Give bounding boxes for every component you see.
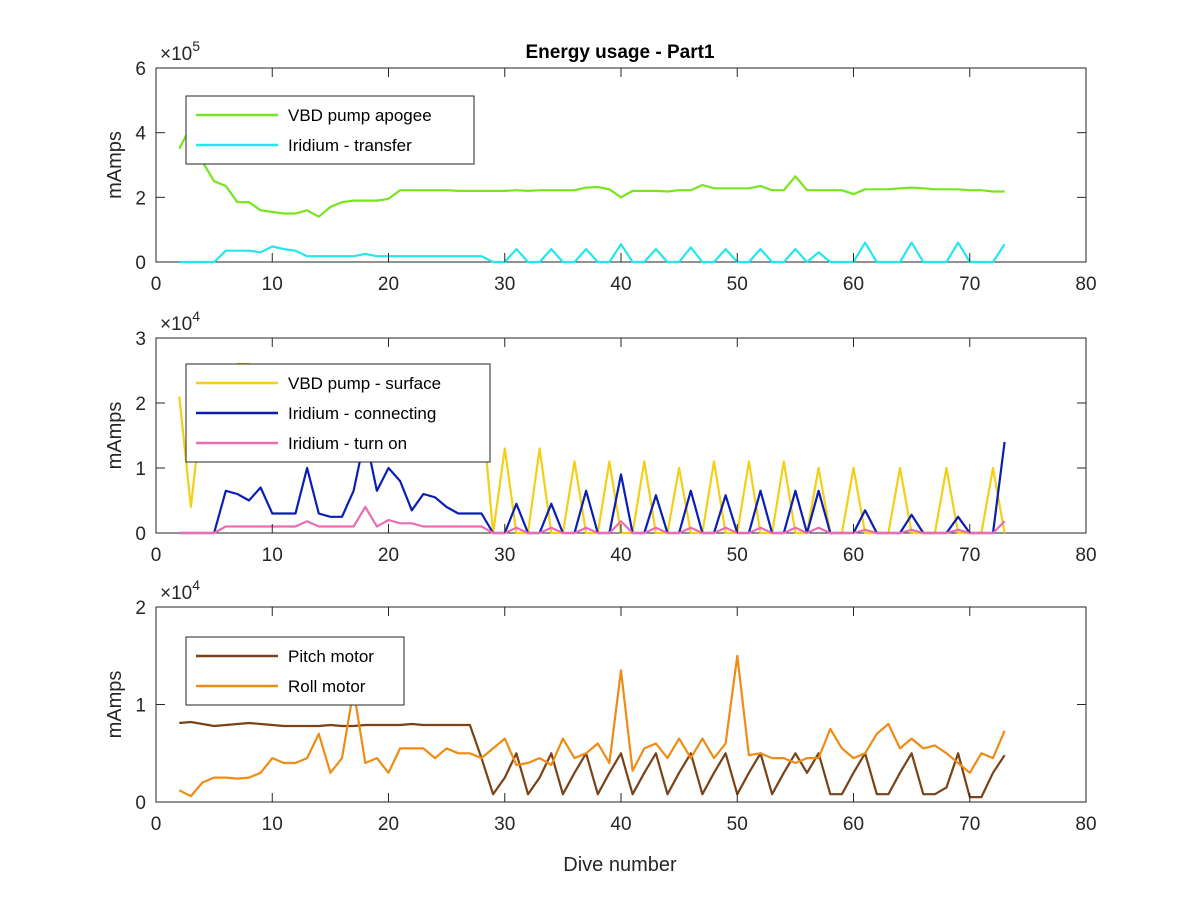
- y-tick-label: 4: [135, 124, 146, 145]
- x-tick-label: 70: [959, 274, 980, 295]
- x-tick-label: 50: [727, 274, 748, 295]
- x-tick-label: 70: [959, 814, 980, 835]
- y-tick-label: 1: [135, 459, 146, 480]
- x-tick-label: 0: [151, 274, 162, 295]
- y-axis-label: mAmps: [104, 131, 126, 199]
- y-tick-label: 0: [135, 524, 146, 545]
- x-tick-label: 0: [151, 814, 162, 835]
- x-tick-label: 80: [1075, 545, 1096, 566]
- y-tick-label: 2: [135, 394, 146, 415]
- x-tick-label: 0: [151, 545, 162, 566]
- y-axis-label: mAmps: [104, 402, 126, 470]
- x-tick-label: 20: [378, 274, 399, 295]
- x-tick-label: 60: [843, 814, 864, 835]
- x-tick-label: 40: [610, 814, 631, 835]
- x-tick-label: 10: [262, 274, 283, 295]
- series-line-2-3: [179, 505, 1006, 535]
- y-tick-label: 1: [135, 696, 146, 717]
- y-exponent-power: 4: [192, 308, 200, 324]
- series-line-3-1: [179, 720, 1006, 799]
- x-tick-label: 70: [959, 545, 980, 566]
- legend-label: Iridium - transfer: [288, 136, 412, 155]
- series-group: [178, 654, 1006, 799]
- y-tick-label: 2: [135, 188, 146, 209]
- x-tick-label: 10: [262, 814, 283, 835]
- y-tick-label: 6: [135, 59, 146, 80]
- y-tick-label: 0: [135, 253, 146, 274]
- y-exponent-power: 5: [192, 38, 200, 54]
- legend-box: [185, 636, 405, 706]
- x-tick-label: 50: [727, 545, 748, 566]
- series-line-1-2: [179, 241, 1006, 264]
- x-tick-label: 80: [1075, 814, 1096, 835]
- y-axis-label: mAmps: [104, 671, 126, 739]
- x-tick-label: 40: [610, 274, 631, 295]
- legend-label: VBD pump - surface: [288, 374, 441, 393]
- x-tick-label: 20: [378, 545, 399, 566]
- y-tick-label: 2: [135, 598, 146, 619]
- y-exponent-power: 4: [192, 577, 200, 593]
- series-line-2-2: [179, 434, 1006, 535]
- x-axis-label: Dive number: [563, 854, 677, 876]
- legend: VBD pump - surface Iridium - connecting Ir…: [185, 363, 491, 463]
- x-tick-label: 10: [262, 545, 283, 566]
- legend: Pitch motor Roll motor: [185, 636, 405, 706]
- x-tick-label: 50: [727, 814, 748, 835]
- x-tick-label: 20: [378, 814, 399, 835]
- x-tick-label: 30: [494, 814, 515, 835]
- legend: VBD pump apogee Iridium - transfer: [185, 95, 475, 165]
- chart-title: Energy usage - Part1: [525, 42, 714, 63]
- series-line-1-1: [178, 125, 1005, 218]
- legend-label: Pitch motor: [288, 647, 374, 666]
- x-tick-label: 60: [843, 274, 864, 295]
- y-tick-label: 3: [135, 329, 146, 350]
- x-tick-label: 40: [610, 545, 631, 566]
- y-tick-label: 0: [135, 793, 146, 814]
- x-tick-label: 60: [843, 545, 864, 566]
- series-group: [178, 125, 1006, 264]
- legend-label: Iridium - connecting: [288, 404, 436, 423]
- legend-box: [185, 95, 475, 165]
- legend-label: VBD pump apogee: [288, 106, 432, 125]
- x-tick-label: 30: [494, 545, 515, 566]
- legend-label: Roll motor: [288, 677, 366, 696]
- x-tick-label: 80: [1075, 274, 1096, 295]
- legend-label: Iridium - turn on: [288, 434, 407, 453]
- series-line-3-2: [178, 654, 1006, 798]
- x-tick-label: 30: [494, 274, 515, 295]
